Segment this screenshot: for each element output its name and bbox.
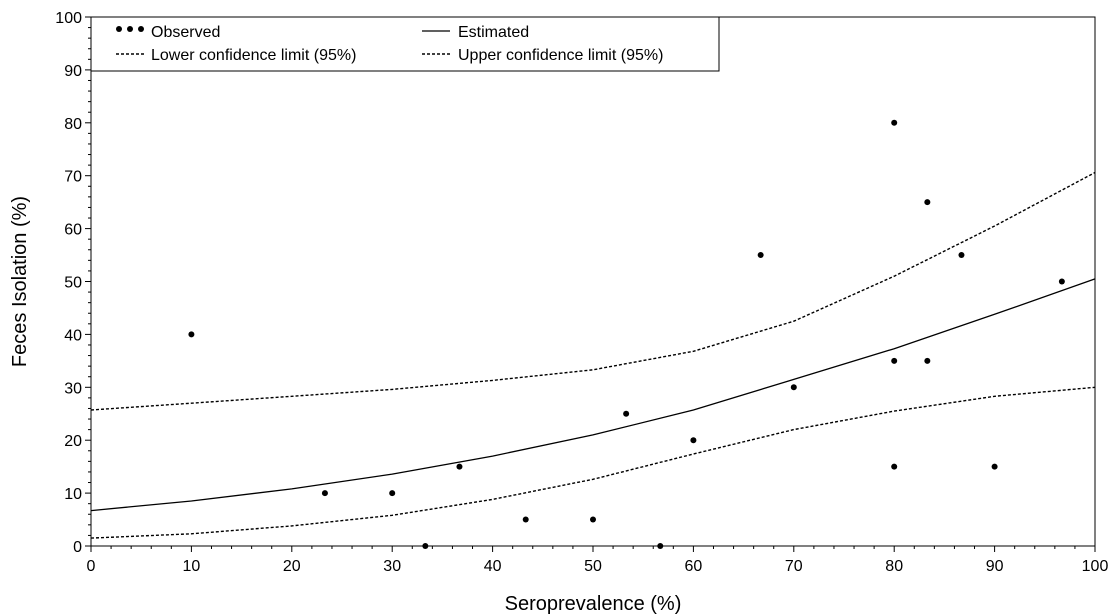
observed-point — [690, 437, 697, 444]
x-tick-label: 0 — [87, 558, 96, 575]
y-axis-title: Feces Isolation (%) — [9, 196, 31, 367]
x-tick-label: 20 — [283, 558, 301, 575]
observed-point — [924, 199, 931, 206]
observed-point — [456, 463, 463, 470]
x-axis-title: Seroprevalence (%) — [505, 593, 682, 615]
x-tick-label: 30 — [383, 558, 401, 575]
legend-label: Upper confidence limit (95%) — [458, 47, 663, 64]
y-tick-label: 10 — [64, 486, 82, 503]
legend-box — [90, 16, 720, 72]
estimated-line — [90, 278, 1096, 512]
observed-point — [891, 119, 898, 126]
x-tick-label: 10 — [183, 558, 201, 575]
observed-point — [623, 410, 630, 417]
y-tick-label: 60 — [64, 222, 82, 239]
legend-symbol-observed — [127, 26, 133, 32]
observed-point — [389, 490, 396, 497]
legend-label: Lower confidence limit (95%) — [151, 47, 356, 64]
x-tick-label: 60 — [685, 558, 703, 575]
y-tick-label: 30 — [64, 380, 82, 397]
lower-confidence-limit-95-line — [90, 386, 1096, 539]
observed-point — [522, 516, 529, 523]
observed-point — [924, 357, 931, 364]
x-tick-label: 90 — [986, 558, 1004, 575]
upper-confidence-limit-95-line — [90, 171, 1096, 411]
observed-point — [991, 463, 998, 470]
observed-point — [188, 331, 195, 338]
x-tick-label: 40 — [484, 558, 502, 575]
legend-label: Estimated — [458, 24, 529, 41]
y-tick-label: 70 — [64, 169, 82, 186]
plot-frame — [90, 16, 1096, 547]
y-tick-label: 90 — [64, 63, 82, 80]
legend-label: Observed — [151, 24, 220, 41]
y-tick-label: 100 — [55, 10, 82, 27]
observed-point — [891, 463, 898, 470]
y-tick-label: 80 — [64, 116, 82, 133]
observed-points-group — [188, 119, 1065, 549]
observed-point — [790, 384, 797, 391]
x-tick-label: 100 — [1082, 558, 1109, 575]
legend-symbol-observed — [138, 26, 144, 32]
x-tick-label: 50 — [584, 558, 602, 575]
series-lines-group — [90, 171, 1096, 539]
observed-point — [422, 543, 429, 549]
observed-point — [757, 252, 764, 259]
observed-point — [321, 490, 328, 497]
y-tick-label: 50 — [64, 275, 82, 292]
axes-group: 0 10 20 30 40 50 60 70 80 90 100 0 10 20 30 40 50 60 70 80 9… — [55, 10, 1108, 575]
observed-point — [590, 516, 596, 523]
observed-point — [657, 543, 664, 549]
y-tick-label: 40 — [64, 327, 82, 344]
x-tick-label: 80 — [885, 558, 903, 575]
observed-point — [1058, 278, 1065, 285]
x-tick-label: 70 — [785, 558, 803, 575]
observed-point — [891, 357, 898, 364]
y-tick-label: 0 — [73, 539, 82, 556]
y-tick-label: 20 — [64, 433, 82, 450]
legend-symbol-observed — [116, 26, 122, 32]
observed-point — [958, 252, 965, 259]
legend: Observed Estimated Lower confidence limit … — [90, 16, 720, 72]
